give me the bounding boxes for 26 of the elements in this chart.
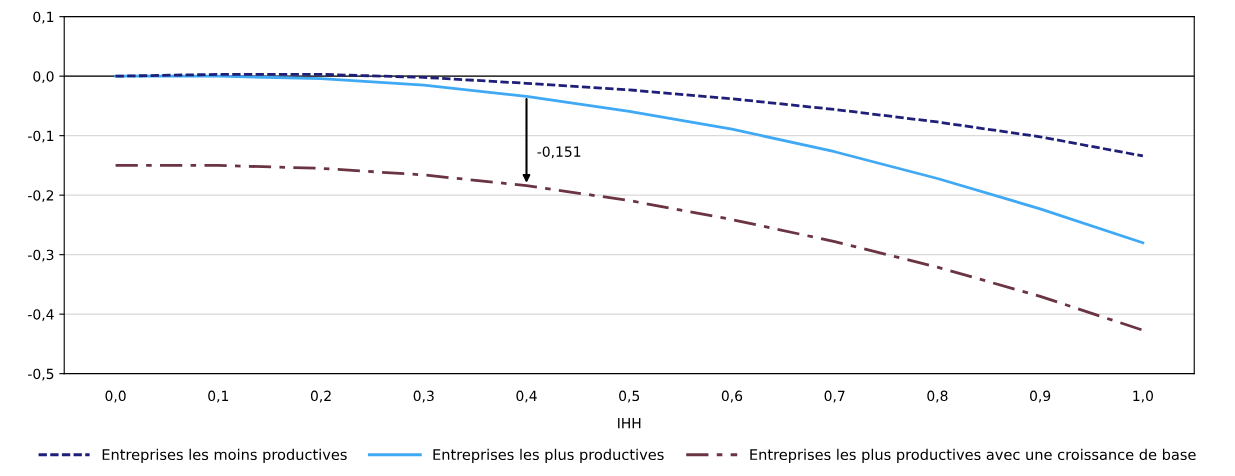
line-series [114,74,1145,245]
y-tick-label: -0,2 [28,190,54,203]
y-tick-label: 0,1 [33,11,54,24]
y-tick-label: -0,1 [28,130,54,143]
legend-label: Entreprises les moins productives [102,448,347,463]
x-tick-label: 0,5 [619,390,640,403]
y-tick-label: -0,4 [28,309,54,322]
x-tick-label: 0,8 [927,390,948,403]
x-axis-title: IHH [618,418,641,429]
y-tick-label: -0,5 [28,368,54,381]
line-series [114,72,1145,158]
y-tick-label: -0,3 [28,249,54,262]
x-tick-label: 1,0 [1133,390,1153,403]
x-tick-label: 0,4 [516,390,537,403]
x-tick-label: 0,7 [824,390,845,403]
x-tick-label: 0,3 [413,390,434,403]
x-tick-label: 0,1 [208,390,229,403]
x-tick-label: 0,0 [105,390,126,403]
x-tick-label: 0,2 [310,390,331,403]
x-tick-label: 0,6 [721,390,743,403]
legend-label: Entreprises les plus productives avec une croissance de base [750,448,1196,463]
annotation: -0,151 [537,146,581,159]
legend-label: Entreprises les plus productives [433,448,664,463]
y-tick-label: 0,0 [33,71,54,84]
x-tick-label: 0,9 [1030,390,1051,403]
line-series [114,164,1145,332]
